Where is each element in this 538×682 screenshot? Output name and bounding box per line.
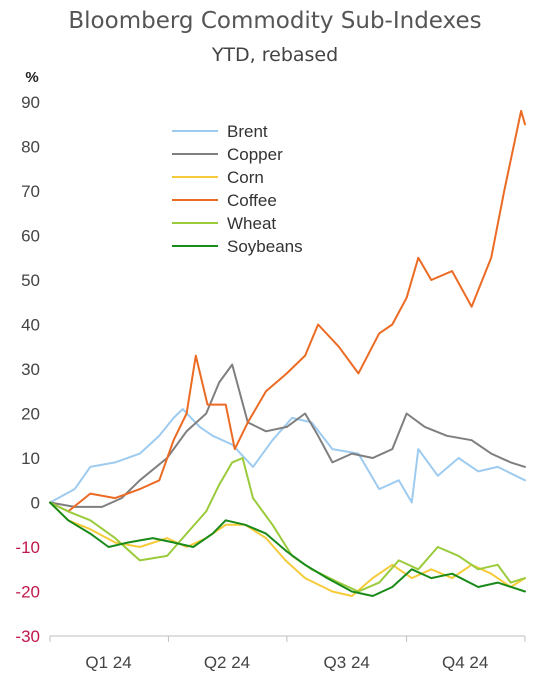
legend-label: Brent (227, 122, 268, 141)
y-tick-label: 0 (31, 494, 40, 513)
y-tick-label: 40 (21, 316, 40, 335)
legend-label: Copper (227, 145, 283, 164)
series-line-wheat (49, 457, 526, 593)
x-axis: Q1 24 Q2 24 Q3 24 Q4 24 (49, 635, 526, 672)
y-axis: 90 80 70 60 50 40 30 20 10 0 -10 -20 -30 (15, 93, 40, 646)
legend-label: Wheat (227, 214, 276, 233)
chart-title: Bloomberg Commodity Sub-Indexes (68, 8, 481, 34)
series-line-copper (49, 363, 526, 508)
x-tick-label: Q3 24 (324, 653, 370, 672)
x-tick-label: Q4 24 (442, 653, 488, 672)
y-tick-label: -10 (15, 538, 40, 557)
series-line-brent (49, 408, 526, 504)
y-tick-label: 90 (21, 93, 40, 112)
series-line-soybeans (49, 501, 526, 597)
series-layer (49, 109, 526, 597)
y-tick-label: 30 (21, 360, 40, 379)
chart-subtitle: YTD, rebased (211, 44, 338, 66)
legend-label: Soybeans (227, 237, 303, 256)
legend-label: Coffee (227, 191, 277, 210)
y-tick-label: 60 (21, 227, 40, 246)
series-line-coffee (49, 109, 526, 513)
x-tick-label: Q1 24 (85, 653, 131, 672)
y-tick-label: -20 (15, 583, 40, 602)
y-tick-label: 10 (21, 449, 40, 468)
y-tick-label: 70 (21, 182, 40, 201)
y-axis-unit: % (25, 69, 38, 86)
y-tick-label: 50 (21, 271, 40, 290)
y-tick-label: -30 (15, 627, 40, 646)
x-tick-label: Q2 24 (204, 653, 250, 672)
y-tick-label: 80 (21, 138, 40, 157)
y-tick-label: 20 (21, 405, 40, 424)
legend-label: Corn (227, 168, 264, 187)
legend: Brent Copper Corn Coffee Wheat Soybeans (172, 122, 303, 256)
